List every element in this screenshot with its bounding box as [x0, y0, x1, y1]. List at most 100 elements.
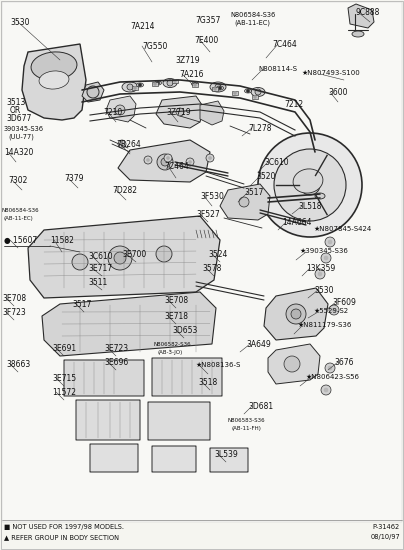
Text: (AB-11-EC): (AB-11-EC): [234, 20, 270, 26]
FancyBboxPatch shape: [152, 446, 196, 472]
Text: 3520: 3520: [256, 172, 276, 181]
Text: N806583-S36: N806583-S36: [228, 418, 265, 423]
FancyBboxPatch shape: [90, 444, 138, 472]
Text: 3517: 3517: [72, 300, 91, 309]
Text: (AB-3-JO): (AB-3-JO): [158, 350, 183, 355]
Text: 3518: 3518: [198, 378, 217, 387]
Polygon shape: [118, 140, 210, 182]
Text: N806584-S36: N806584-S36: [2, 208, 40, 213]
Text: ★N807845-S424: ★N807845-S424: [314, 226, 372, 232]
Bar: [172, 79, 178, 83]
Ellipse shape: [163, 79, 177, 87]
Circle shape: [133, 86, 137, 90]
Polygon shape: [82, 82, 104, 102]
Text: 3578: 3578: [202, 264, 221, 273]
Text: 3E708: 3E708: [2, 294, 26, 303]
Text: ★N811179-S36: ★N811179-S36: [298, 322, 352, 328]
Circle shape: [215, 84, 221, 90]
Circle shape: [291, 309, 301, 319]
Text: 3511: 3511: [88, 278, 107, 287]
Text: 3F527: 3F527: [196, 210, 220, 219]
Text: 3513: 3513: [6, 98, 25, 107]
Circle shape: [234, 91, 236, 95]
Circle shape: [72, 254, 88, 270]
Circle shape: [274, 149, 346, 221]
Text: 3L539: 3L539: [214, 450, 238, 459]
Circle shape: [114, 252, 126, 264]
FancyBboxPatch shape: [152, 358, 222, 396]
Circle shape: [255, 89, 261, 95]
Circle shape: [194, 84, 196, 86]
Text: 11582: 11582: [50, 236, 74, 245]
Circle shape: [328, 240, 332, 244]
Circle shape: [154, 82, 156, 85]
Circle shape: [206, 154, 214, 162]
Text: ★N807493-S100: ★N807493-S100: [302, 70, 361, 76]
Text: 7A214: 7A214: [130, 22, 154, 31]
Circle shape: [176, 108, 184, 116]
Circle shape: [208, 157, 212, 160]
Text: OR: OR: [10, 106, 21, 115]
Circle shape: [213, 87, 217, 91]
Circle shape: [156, 81, 160, 85]
Circle shape: [147, 158, 149, 162]
Ellipse shape: [293, 169, 323, 193]
Text: ★N808136-S: ★N808136-S: [196, 362, 241, 368]
Text: 3L518: 3L518: [298, 202, 322, 211]
Text: 9C888: 9C888: [356, 8, 381, 17]
Circle shape: [324, 256, 328, 260]
Text: (AB-11-EC): (AB-11-EC): [4, 216, 34, 221]
Text: N806584-S36: N806584-S36: [230, 12, 275, 18]
Circle shape: [87, 86, 99, 98]
Circle shape: [127, 84, 133, 90]
Ellipse shape: [39, 71, 69, 89]
Ellipse shape: [210, 82, 226, 92]
Text: 7G550: 7G550: [142, 42, 167, 51]
Text: ● 15607: ● 15607: [4, 236, 37, 245]
Circle shape: [284, 356, 300, 372]
Ellipse shape: [191, 82, 198, 86]
Text: 3F609: 3F609: [332, 298, 356, 307]
Circle shape: [161, 158, 169, 166]
Circle shape: [108, 246, 132, 270]
Text: 3524: 3524: [208, 250, 227, 259]
Text: 7210: 7210: [103, 108, 122, 117]
Ellipse shape: [122, 82, 138, 92]
Polygon shape: [42, 292, 216, 356]
Text: 3600: 3600: [328, 88, 347, 97]
Ellipse shape: [137, 83, 143, 87]
FancyBboxPatch shape: [148, 402, 210, 440]
Circle shape: [321, 385, 331, 395]
Text: 3E700: 3E700: [122, 250, 146, 259]
Text: 3530: 3530: [314, 286, 333, 295]
Text: 3E715: 3E715: [52, 374, 76, 383]
Text: 3A649: 3A649: [246, 340, 271, 349]
Text: 3517: 3517: [244, 188, 263, 197]
Circle shape: [166, 157, 170, 160]
Text: 7302: 7302: [8, 176, 27, 185]
Text: 3E717: 3E717: [88, 264, 112, 273]
Polygon shape: [156, 96, 204, 128]
Text: 11572: 11572: [52, 388, 76, 397]
Circle shape: [156, 246, 172, 262]
Polygon shape: [28, 216, 220, 298]
Text: 7G357: 7G357: [195, 16, 220, 25]
Circle shape: [253, 96, 257, 98]
Polygon shape: [106, 96, 136, 122]
Circle shape: [286, 304, 306, 324]
FancyBboxPatch shape: [210, 448, 248, 472]
Circle shape: [246, 90, 250, 92]
Circle shape: [194, 82, 196, 85]
Circle shape: [118, 140, 126, 148]
Circle shape: [144, 156, 152, 164]
Text: 7E400: 7E400: [194, 36, 218, 45]
Polygon shape: [268, 344, 320, 384]
Text: ★N806423-S56: ★N806423-S56: [306, 374, 360, 380]
Circle shape: [315, 269, 325, 279]
Ellipse shape: [31, 52, 77, 80]
Text: 390345-S36: 390345-S36: [4, 126, 44, 132]
Text: (UU-77): (UU-77): [8, 134, 34, 140]
Polygon shape: [264, 288, 328, 340]
Text: (AB-11-FH): (AB-11-FH): [232, 426, 262, 431]
Ellipse shape: [244, 89, 252, 93]
